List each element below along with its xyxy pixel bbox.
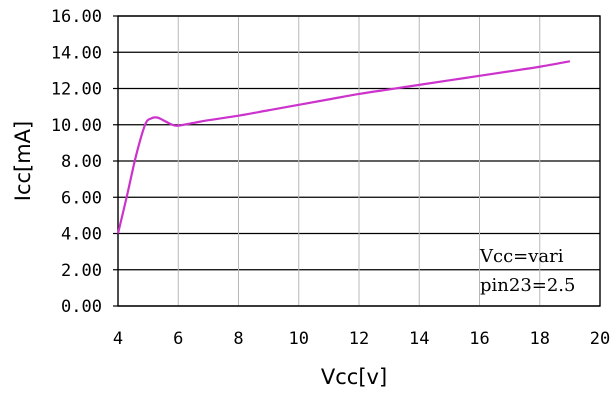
y-tick-label: 0.00 [61, 297, 102, 317]
x-axis-title: Vcc[v] [321, 365, 387, 389]
x-tick-label: 14 [409, 329, 429, 349]
x-tick-label: 20 [590, 329, 610, 349]
y-tick-label: 4.00 [61, 225, 102, 245]
x-tick-label: 18 [530, 329, 550, 349]
x-tick-label: 16 [469, 329, 489, 349]
y-tick-label: 2.00 [61, 261, 102, 281]
axes [113, 15, 601, 307]
x-tick-label: 4 [113, 329, 123, 349]
x-tick-label: 8 [233, 329, 243, 349]
y-tick-label: 14.00 [51, 43, 102, 63]
y-axis-title: Icc[mA] [11, 121, 35, 202]
series-layer [116, 60, 571, 234]
x-tick-label: 6 [173, 329, 183, 349]
y-tick-label: 10.00 [51, 116, 102, 136]
annotation-pin23: pin23=2.5 [480, 275, 575, 296]
annotation-vcc: Vcc=vari [479, 246, 564, 267]
y-tick-label: 16.00 [51, 7, 102, 27]
y-tick-labels: 0.00 2.00 4.00 6.00 8.00 10.00 12.00 14.00 16.00 [51, 7, 102, 317]
y-tick-label: 8.00 [61, 152, 102, 172]
y-tick-label: 6.00 [61, 188, 102, 208]
x-tick-labels: 4 6 8 10 12 14 16 18 20 [113, 329, 610, 349]
x-tick-label: 12 [349, 329, 369, 349]
y-tick-label: 12.00 [51, 80, 102, 100]
series-line-0 [116, 60, 571, 234]
x-tick-label: 10 [289, 329, 309, 349]
